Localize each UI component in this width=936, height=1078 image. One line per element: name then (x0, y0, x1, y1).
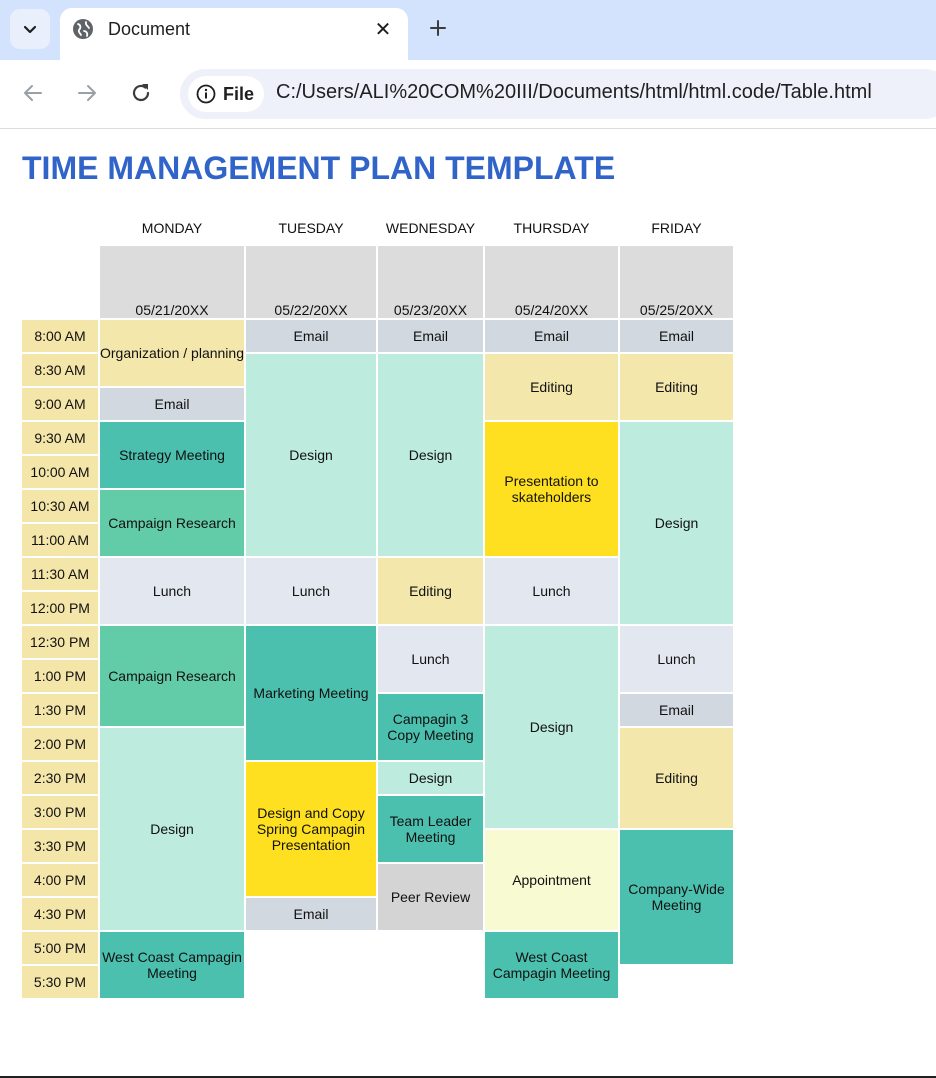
new-tab-button[interactable] (424, 14, 452, 42)
empty-slot (620, 966, 733, 998)
event-design: Design (485, 626, 618, 828)
time-slot: 8:30 AM (22, 354, 98, 386)
address-bar[interactable]: File C:/Users/ALI%20COM%20III/Documents/… (180, 69, 936, 119)
url-text[interactable]: C:/Users/ALI%20COM%20III/Documents/html/… (276, 81, 872, 103)
time-slot: 1:30 PM (22, 694, 98, 726)
corner-cell (22, 246, 98, 318)
active-tab[interactable]: Document ✕ (60, 8, 408, 60)
date-header: 05/24/20XX (485, 246, 618, 318)
event-company-wide-meeting: Company-Wide Meeting (620, 830, 733, 964)
empty-slot (378, 932, 483, 998)
event-team-leader-meeting: Team Leader Meeting (378, 796, 483, 862)
event-editing: Editing (620, 354, 733, 420)
time-slot: 9:30 AM (22, 422, 98, 454)
event-email: Email (246, 898, 376, 930)
close-icon[interactable]: ✕ (374, 18, 392, 41)
event-design-copy-presentation: Design and Copy Spring Campagin Presenta… (246, 762, 376, 896)
site-info-chip[interactable]: File (188, 76, 264, 112)
event-organization: Organization / planning (100, 320, 244, 386)
time-slot: 1:00 PM (22, 660, 98, 692)
corner-cell (22, 212, 98, 244)
arrow-right-icon (78, 85, 96, 101)
reload-icon (132, 84, 150, 102)
arrow-left-icon (24, 85, 42, 101)
event-strategy-meeting: Strategy Meeting (100, 422, 244, 488)
time-slot: 3:30 PM (22, 830, 98, 862)
time-slot: 4:30 PM (22, 898, 98, 930)
day-header: MONDAY (141, 220, 203, 236)
page-title: TIME MANAGEMENT PLAN TEMPLATE (22, 150, 616, 186)
event-design: Design (100, 728, 244, 930)
date-header: 05/25/20XX (620, 246, 733, 318)
event-appointment: Appointment (485, 830, 618, 930)
event-lunch: Lunch (100, 558, 244, 624)
tab-search-button[interactable] (10, 9, 50, 49)
empty-slot (246, 932, 376, 998)
time-slot: 4:00 PM (22, 864, 98, 896)
time-slot: 9:00 AM (22, 388, 98, 420)
time-slot: 11:30 AM (22, 558, 98, 590)
time-slot: 5:30 PM (22, 966, 98, 998)
time-slot: 11:00 AM (22, 524, 98, 556)
event-editing: Editing (620, 728, 733, 828)
event-email: Email (378, 320, 483, 352)
day-header: TUESDAY (278, 220, 344, 236)
date-header: 05/23/20XX (378, 246, 483, 318)
event-email: Email (100, 388, 244, 420)
reload-button[interactable] (126, 78, 156, 108)
forward-button[interactable] (72, 78, 102, 108)
info-icon (196, 84, 216, 104)
back-button[interactable] (18, 78, 48, 108)
event-design: Design (378, 762, 483, 794)
chevron-down-icon (23, 25, 37, 34)
time-slot: 3:00 PM (22, 796, 98, 828)
time-slot: 12:30 PM (22, 626, 98, 658)
event-editing: Editing (485, 354, 618, 420)
event-marketing-meeting: Marketing Meeting (246, 626, 376, 760)
day-header: WEDNESDAY (385, 220, 476, 236)
event-email: Email (620, 694, 733, 726)
event-email: Email (620, 320, 733, 352)
schedule-table: MONDAY TUESDAY WEDNESDAY THURSDAY FRIDAY… (20, 210, 735, 1000)
event-lunch: Lunch (485, 558, 618, 624)
event-email: Email (485, 320, 618, 352)
event-design: Design (378, 354, 483, 556)
day-header: FRIDAY (651, 220, 702, 236)
day-header: THURSDAY (513, 220, 590, 236)
date-header: 05/22/20XX (246, 246, 376, 318)
time-slot: 10:00 AM (22, 456, 98, 488)
event-west-coast-meeting: West Coast Campagin Meeting (100, 932, 244, 998)
tab-strip: Document ✕ (0, 0, 936, 60)
event-campaign-research: Campaign Research (100, 490, 244, 556)
date-header: 05/21/20XX (100, 246, 244, 318)
time-slot: 2:30 PM (22, 762, 98, 794)
time-slot: 12:00 PM (22, 592, 98, 624)
file-label: File (223, 84, 255, 104)
time-slot: 10:30 AM (22, 490, 98, 522)
event-email: Email (246, 320, 376, 352)
event-lunch: Lunch (620, 626, 733, 692)
time-slot: 2:00 PM (22, 728, 98, 760)
tab-title: Document (108, 19, 191, 39)
event-design: Design (620, 422, 733, 624)
event-campaign3-meeting: Campagin 3 Copy Meeting (378, 694, 483, 760)
time-slot: 5:00 PM (22, 932, 98, 964)
time-slot: 8:00 AM (22, 320, 98, 352)
event-design: Design (246, 354, 376, 556)
event-editing: Editing (378, 558, 483, 624)
event-lunch: Lunch (378, 626, 483, 692)
event-lunch: Lunch (246, 558, 376, 624)
window-bottom-edge (0, 1076, 936, 1078)
event-presentation: Presentation to skateholders (485, 422, 618, 556)
globe-icon (73, 19, 93, 39)
browser-toolbar: File C:/Users/ALI%20COM%20III/Documents/… (0, 60, 936, 129)
event-campaign-research: Campaign Research (100, 626, 244, 726)
event-peer-review: Peer Review (378, 864, 483, 930)
plus-icon (430, 20, 446, 36)
event-west-coast-meeting: West Coast Campagin Meeting (485, 932, 618, 998)
